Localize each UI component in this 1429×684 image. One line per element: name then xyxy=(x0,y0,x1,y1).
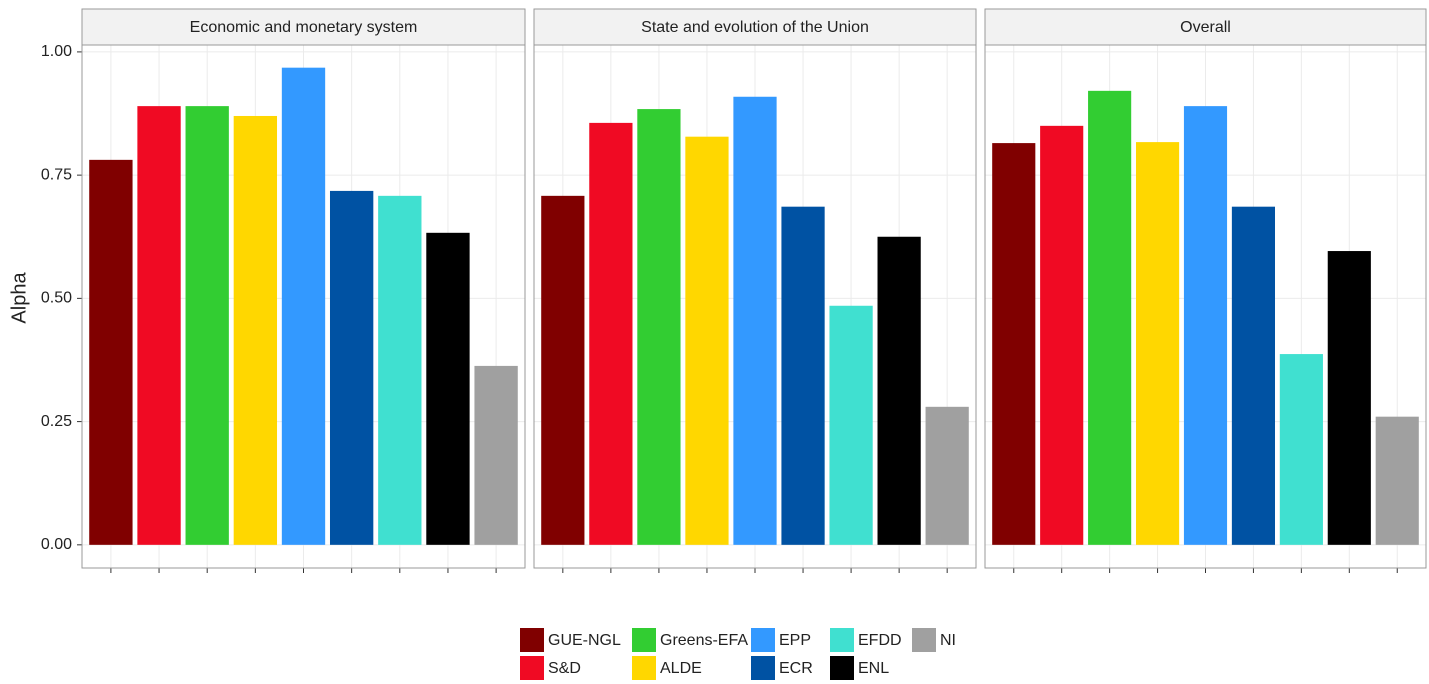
legend-label: S&D xyxy=(548,660,581,677)
legend-label: EPP xyxy=(779,632,811,649)
bar xyxy=(1231,206,1276,545)
bar xyxy=(378,195,422,545)
legend-swatch xyxy=(520,656,544,680)
legend-label: ALDE xyxy=(660,660,702,677)
bar xyxy=(877,236,921,545)
legend-label: Greens-EFA xyxy=(660,632,748,649)
legend-label: NI xyxy=(940,632,956,649)
bar xyxy=(426,232,470,545)
bar xyxy=(1183,106,1228,545)
bar xyxy=(589,122,633,545)
legend-swatch xyxy=(632,628,656,652)
legend-label: ENL xyxy=(858,660,889,677)
strip xyxy=(984,8,1427,46)
facet-title: Overall xyxy=(1180,19,1231,36)
legend-swatch xyxy=(830,628,854,652)
bar xyxy=(474,365,518,545)
bar xyxy=(137,106,181,545)
bar xyxy=(541,195,585,545)
legend-swatch xyxy=(912,628,936,652)
bar xyxy=(1088,90,1132,545)
y-tick-label: 0.50 xyxy=(41,290,72,307)
y-tick-label: 0.00 xyxy=(41,536,72,553)
y-axis-label: Alpha xyxy=(8,272,30,324)
bar xyxy=(185,106,229,545)
bar xyxy=(281,67,326,545)
bar xyxy=(89,159,133,545)
facet-title: State and evolution of the Union xyxy=(641,19,869,36)
strip xyxy=(533,8,977,46)
bar xyxy=(1375,416,1419,545)
y-tick-label: 0.75 xyxy=(41,166,72,183)
legend-swatch xyxy=(520,628,544,652)
bar xyxy=(733,96,777,545)
bar xyxy=(1040,125,1084,545)
legend-label: GUE-NGL xyxy=(548,632,621,649)
bar xyxy=(329,190,374,545)
legend-label: ECR xyxy=(779,660,813,677)
legend-swatch xyxy=(751,628,775,652)
bar xyxy=(925,406,969,545)
bar xyxy=(1135,142,1180,545)
y-tick-label: 0.25 xyxy=(41,413,72,430)
strip xyxy=(81,8,526,46)
bar xyxy=(233,115,278,545)
legend-swatch xyxy=(830,656,854,680)
bar xyxy=(992,143,1036,545)
bar xyxy=(1327,251,1371,545)
legend-swatch xyxy=(632,656,656,680)
facet-title: Economic and monetary system xyxy=(190,19,418,36)
y-tick-label: 1.00 xyxy=(41,43,72,60)
bar xyxy=(829,305,873,545)
bar xyxy=(1279,354,1323,545)
bar xyxy=(637,109,681,545)
legend-swatch xyxy=(751,656,775,680)
legend-label: EFDD xyxy=(858,632,902,649)
bar xyxy=(685,136,729,545)
bar xyxy=(781,206,825,545)
